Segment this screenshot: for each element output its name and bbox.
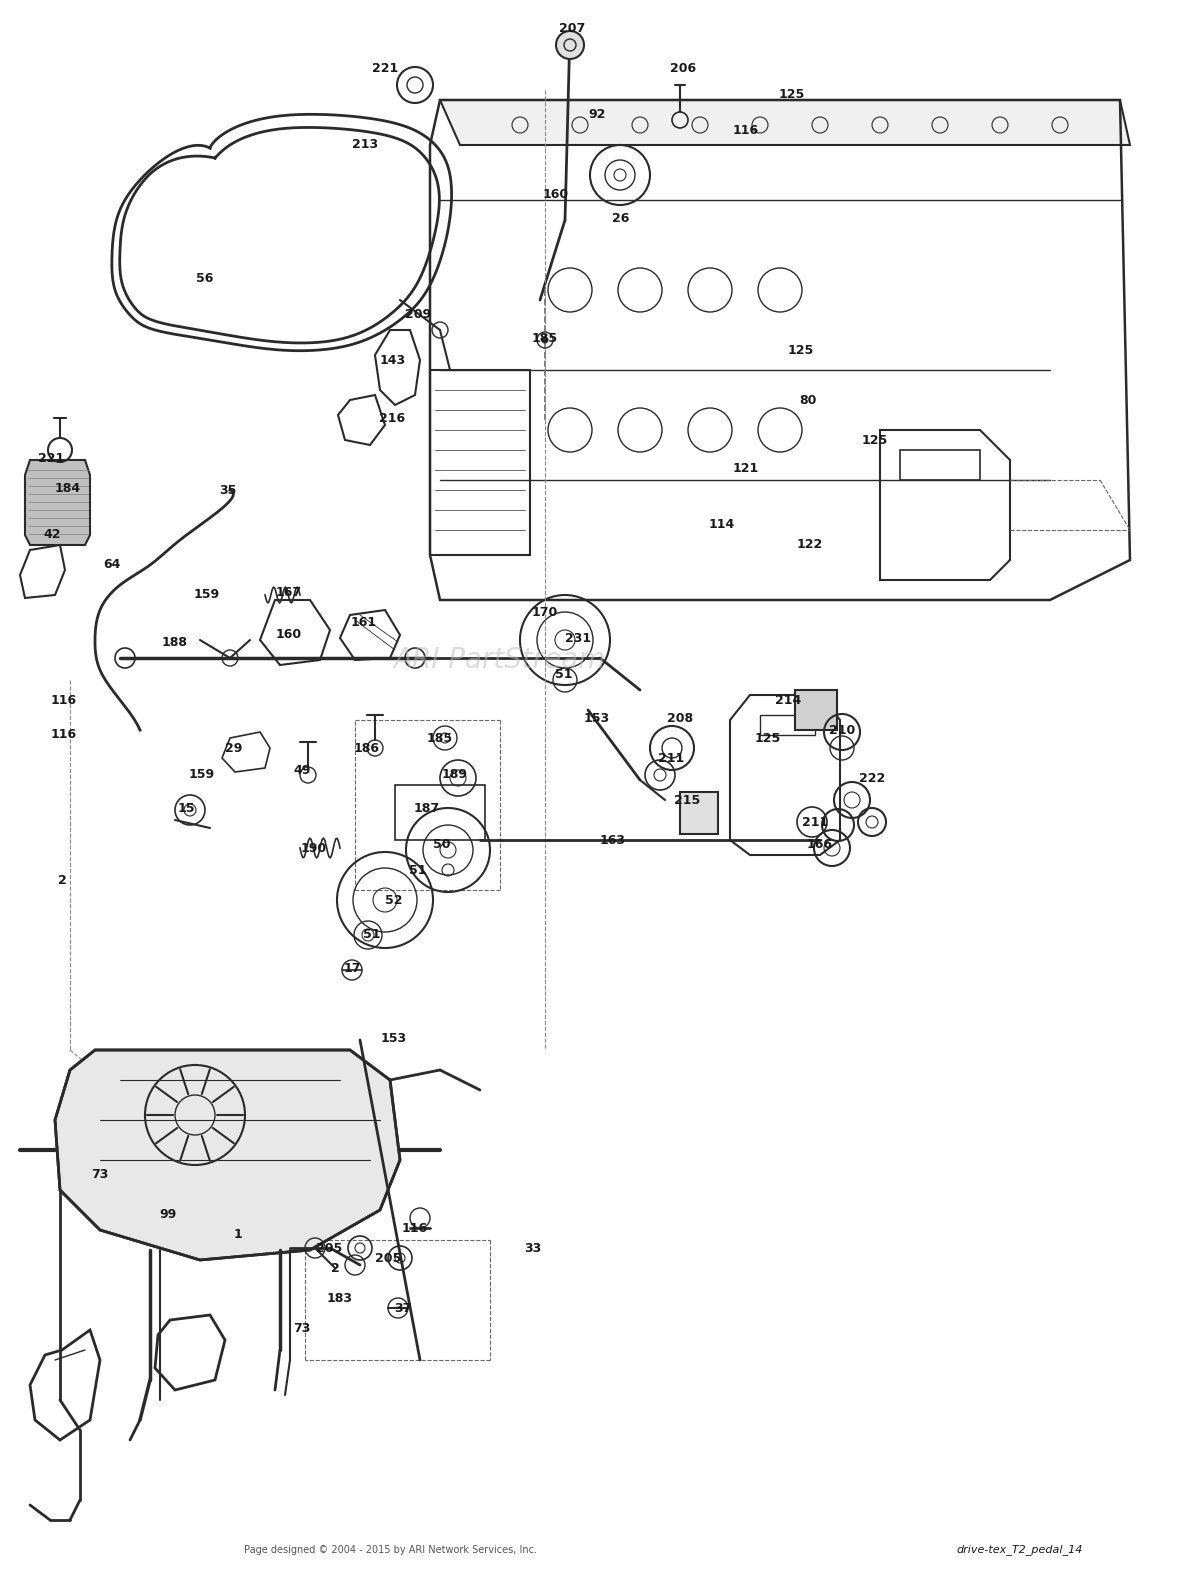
Text: 160: 160 bbox=[276, 629, 302, 642]
Text: 222: 222 bbox=[859, 772, 885, 784]
Text: 143: 143 bbox=[380, 353, 406, 367]
Text: 184: 184 bbox=[55, 482, 81, 494]
Text: drive-tex_T2_pedal_14: drive-tex_T2_pedal_14 bbox=[957, 1544, 1083, 1555]
Text: 216: 216 bbox=[379, 411, 405, 425]
Text: 160: 160 bbox=[543, 188, 569, 201]
Text: 116: 116 bbox=[402, 1222, 428, 1235]
Text: 125: 125 bbox=[788, 344, 814, 356]
Text: 37: 37 bbox=[394, 1302, 412, 1315]
Text: 210: 210 bbox=[828, 723, 855, 736]
Text: 52: 52 bbox=[385, 893, 402, 907]
Text: 190: 190 bbox=[301, 841, 327, 855]
Text: 92: 92 bbox=[589, 108, 605, 121]
Text: 187: 187 bbox=[414, 802, 440, 814]
Text: 116: 116 bbox=[51, 728, 77, 742]
Text: 208: 208 bbox=[667, 711, 693, 725]
Text: 121: 121 bbox=[733, 461, 759, 474]
Bar bbox=[395, 784, 485, 839]
Circle shape bbox=[556, 31, 584, 60]
Text: 42: 42 bbox=[44, 529, 60, 541]
Text: 80: 80 bbox=[799, 394, 817, 406]
Text: 161: 161 bbox=[350, 615, 378, 629]
Text: 186: 186 bbox=[354, 742, 380, 755]
Text: 167: 167 bbox=[276, 585, 302, 598]
Text: 26: 26 bbox=[612, 212, 630, 224]
Bar bbox=[795, 690, 837, 730]
Text: 163: 163 bbox=[599, 833, 627, 847]
Text: 33: 33 bbox=[524, 1241, 542, 1255]
Text: 125: 125 bbox=[755, 731, 781, 745]
Text: 51: 51 bbox=[556, 668, 572, 681]
Text: 99: 99 bbox=[159, 1208, 177, 1222]
Text: 56: 56 bbox=[196, 271, 214, 284]
Text: 51: 51 bbox=[409, 863, 427, 877]
Text: 2: 2 bbox=[58, 874, 66, 886]
Text: 221: 221 bbox=[38, 452, 64, 464]
Text: 166: 166 bbox=[807, 838, 833, 852]
Text: 207: 207 bbox=[559, 22, 585, 35]
Text: 29: 29 bbox=[225, 742, 243, 755]
Text: 1: 1 bbox=[234, 1229, 242, 1241]
Text: 214: 214 bbox=[775, 693, 801, 706]
Text: 116: 116 bbox=[733, 124, 759, 137]
Text: 153: 153 bbox=[584, 711, 610, 725]
Text: 153: 153 bbox=[381, 1031, 407, 1045]
Bar bbox=[680, 792, 717, 835]
Text: 125: 125 bbox=[779, 88, 805, 102]
Text: 51: 51 bbox=[363, 929, 381, 941]
Text: 185: 185 bbox=[427, 731, 453, 745]
Text: 73: 73 bbox=[294, 1321, 310, 1335]
Text: 159: 159 bbox=[189, 769, 215, 781]
Text: 125: 125 bbox=[861, 433, 889, 447]
Text: 209: 209 bbox=[405, 309, 431, 322]
Text: 122: 122 bbox=[796, 538, 824, 551]
Text: Page designed © 2004 - 2015 by ARI Network Services, Inc.: Page designed © 2004 - 2015 by ARI Netwo… bbox=[243, 1545, 537, 1555]
Text: 35: 35 bbox=[219, 483, 237, 496]
Text: 50: 50 bbox=[433, 838, 451, 852]
Text: 189: 189 bbox=[442, 769, 468, 781]
Bar bbox=[760, 715, 815, 734]
Text: 231: 231 bbox=[565, 631, 591, 645]
Polygon shape bbox=[25, 460, 90, 544]
Text: 183: 183 bbox=[327, 1291, 353, 1304]
Text: 205: 205 bbox=[375, 1252, 401, 1265]
Text: 159: 159 bbox=[194, 588, 219, 601]
Polygon shape bbox=[55, 1050, 400, 1260]
Text: ARI PartStream: ARI PartStream bbox=[394, 646, 607, 675]
Text: 185: 185 bbox=[532, 331, 558, 345]
Text: 116: 116 bbox=[51, 693, 77, 706]
Text: 188: 188 bbox=[162, 637, 188, 650]
Text: 114: 114 bbox=[709, 518, 735, 532]
Text: 211: 211 bbox=[658, 752, 684, 764]
Text: 17: 17 bbox=[343, 962, 361, 974]
Text: 211: 211 bbox=[802, 816, 828, 828]
Bar bbox=[900, 450, 981, 480]
Text: 64: 64 bbox=[104, 559, 120, 571]
Polygon shape bbox=[440, 100, 1130, 144]
Text: 221: 221 bbox=[372, 61, 398, 74]
Text: 213: 213 bbox=[352, 138, 378, 152]
Text: 215: 215 bbox=[674, 794, 700, 806]
Text: 2: 2 bbox=[330, 1261, 340, 1274]
Text: 205: 205 bbox=[316, 1241, 342, 1255]
Text: 49: 49 bbox=[294, 764, 310, 777]
Text: 15: 15 bbox=[177, 802, 195, 814]
Text: 206: 206 bbox=[670, 61, 696, 74]
Text: 170: 170 bbox=[532, 606, 558, 618]
Text: 73: 73 bbox=[91, 1169, 109, 1181]
Circle shape bbox=[542, 337, 548, 344]
